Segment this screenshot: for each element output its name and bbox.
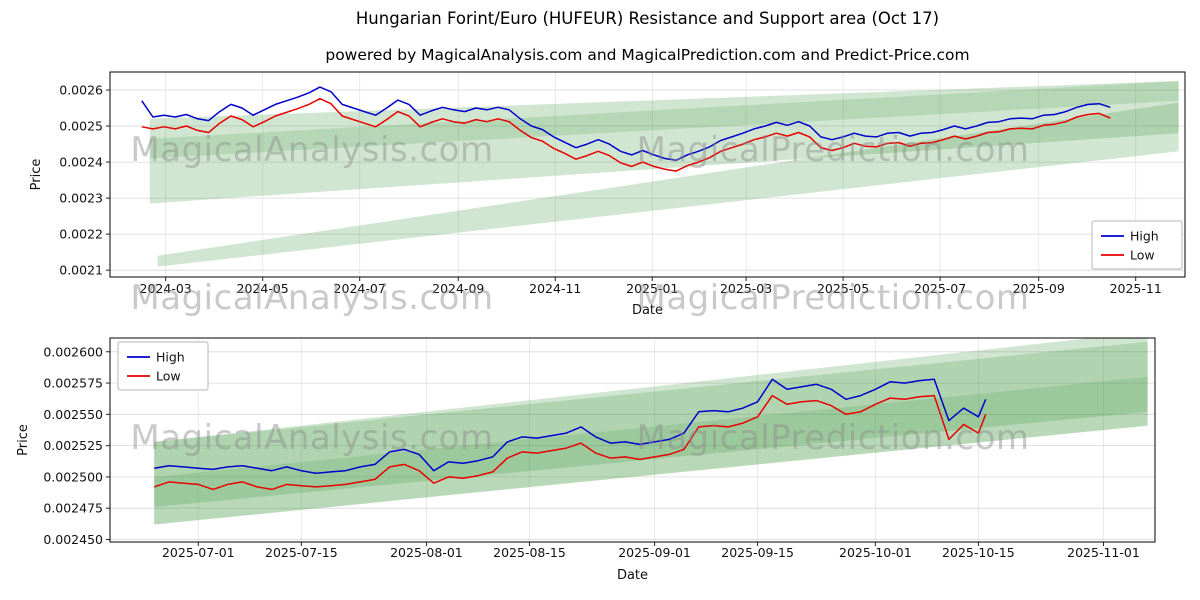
y-axis-label: Price [16,424,31,456]
x-tick-label: 2025-03 [720,281,772,296]
y-tick-label: 0.002550 [43,407,103,422]
plot-content [141,81,1179,267]
y-axis-label: Price [29,159,44,191]
x-tick-label: 2025-07 [914,281,966,296]
legend-label-high: High [1130,229,1159,244]
price-chart-recent: 2025-07-01 2025-07-15 2025-08-01 2025-08-15… [16,337,1156,583]
support-resistance-band [149,81,1179,204]
support-resistance-band [154,376,1148,525]
legend-box [117,341,209,391]
legend-label-low: Low [156,369,181,384]
x-tick-label: 2025-07-15 [265,545,338,560]
x-tick-label: 2025-10-15 [942,545,1015,560]
series-line-high [141,86,1111,162]
figure-title: Hungarian Forint/Euro (HUFEUR) Resistanc… [355,9,940,28]
y-tick-label: 0.0021 [59,263,103,278]
x-tick-label: 2025-09 [1013,281,1065,296]
support-resistance-band [149,81,1179,159]
y-tick-label: 0.0026 [59,83,103,98]
x-tick-label: 2025-08-01 [390,545,463,560]
y-tick-label: 0.002475 [43,501,103,516]
figure-subtitle: powered by MagicalAnalysis.com and Magic… [325,46,970,64]
legend-box [1091,220,1183,270]
series-line-low [153,394,987,491]
y-tick-label: 0.002600 [43,344,103,359]
x-tick-label: 2024-09 [432,281,484,296]
y-tick-label: 0.0025 [59,119,103,134]
x-tick-label: 2025-08-15 [493,545,566,560]
x-tick-label: 2025-11 [1110,281,1162,296]
x-tick-label: 2024-03 [140,281,192,296]
x-tick-label: 2024-11 [529,281,581,296]
x-axis-label: Date [632,303,663,318]
y-tick-label: 0.002500 [43,469,103,484]
y-tick-label: 0.0022 [59,227,103,242]
x-tick-label: 2025-11-01 [1067,545,1140,560]
x-tick-label: 2025-05 [817,281,869,296]
plot-border [109,71,1186,278]
x-tick-label: 2025-09-01 [618,545,691,560]
legend-label-low: Low [1130,248,1155,263]
x-tick-label: 2025-01 [626,281,678,296]
series-line-low [141,97,1111,172]
x-tick-label: 2025-09-15 [721,545,794,560]
x-axis-label: Date [617,568,648,583]
x-tick-label: 2025-07-01 [162,545,235,560]
y-tick-label: 0.002525 [43,438,103,453]
plot-border [109,337,1156,543]
price-chart-long-term: 2024-03 2024-05 2024-07 2024-09 2024-11 2025-… [29,71,1186,318]
support-resistance-band [154,338,1148,525]
x-tick-label: 2024-05 [237,281,289,296]
y-tick-label: 0.0024 [59,155,103,170]
x-tick-label: 2024-07 [334,281,386,296]
y-tick-label: 0.0023 [59,191,103,206]
legend-label-high: High [156,350,185,365]
x-tick-label: 2025-10-01 [839,545,912,560]
y-tick-label: 0.002450 [43,532,103,547]
plot-content [153,338,1148,525]
y-tick-label: 0.002575 [43,376,103,391]
series-line-high [154,378,987,474]
